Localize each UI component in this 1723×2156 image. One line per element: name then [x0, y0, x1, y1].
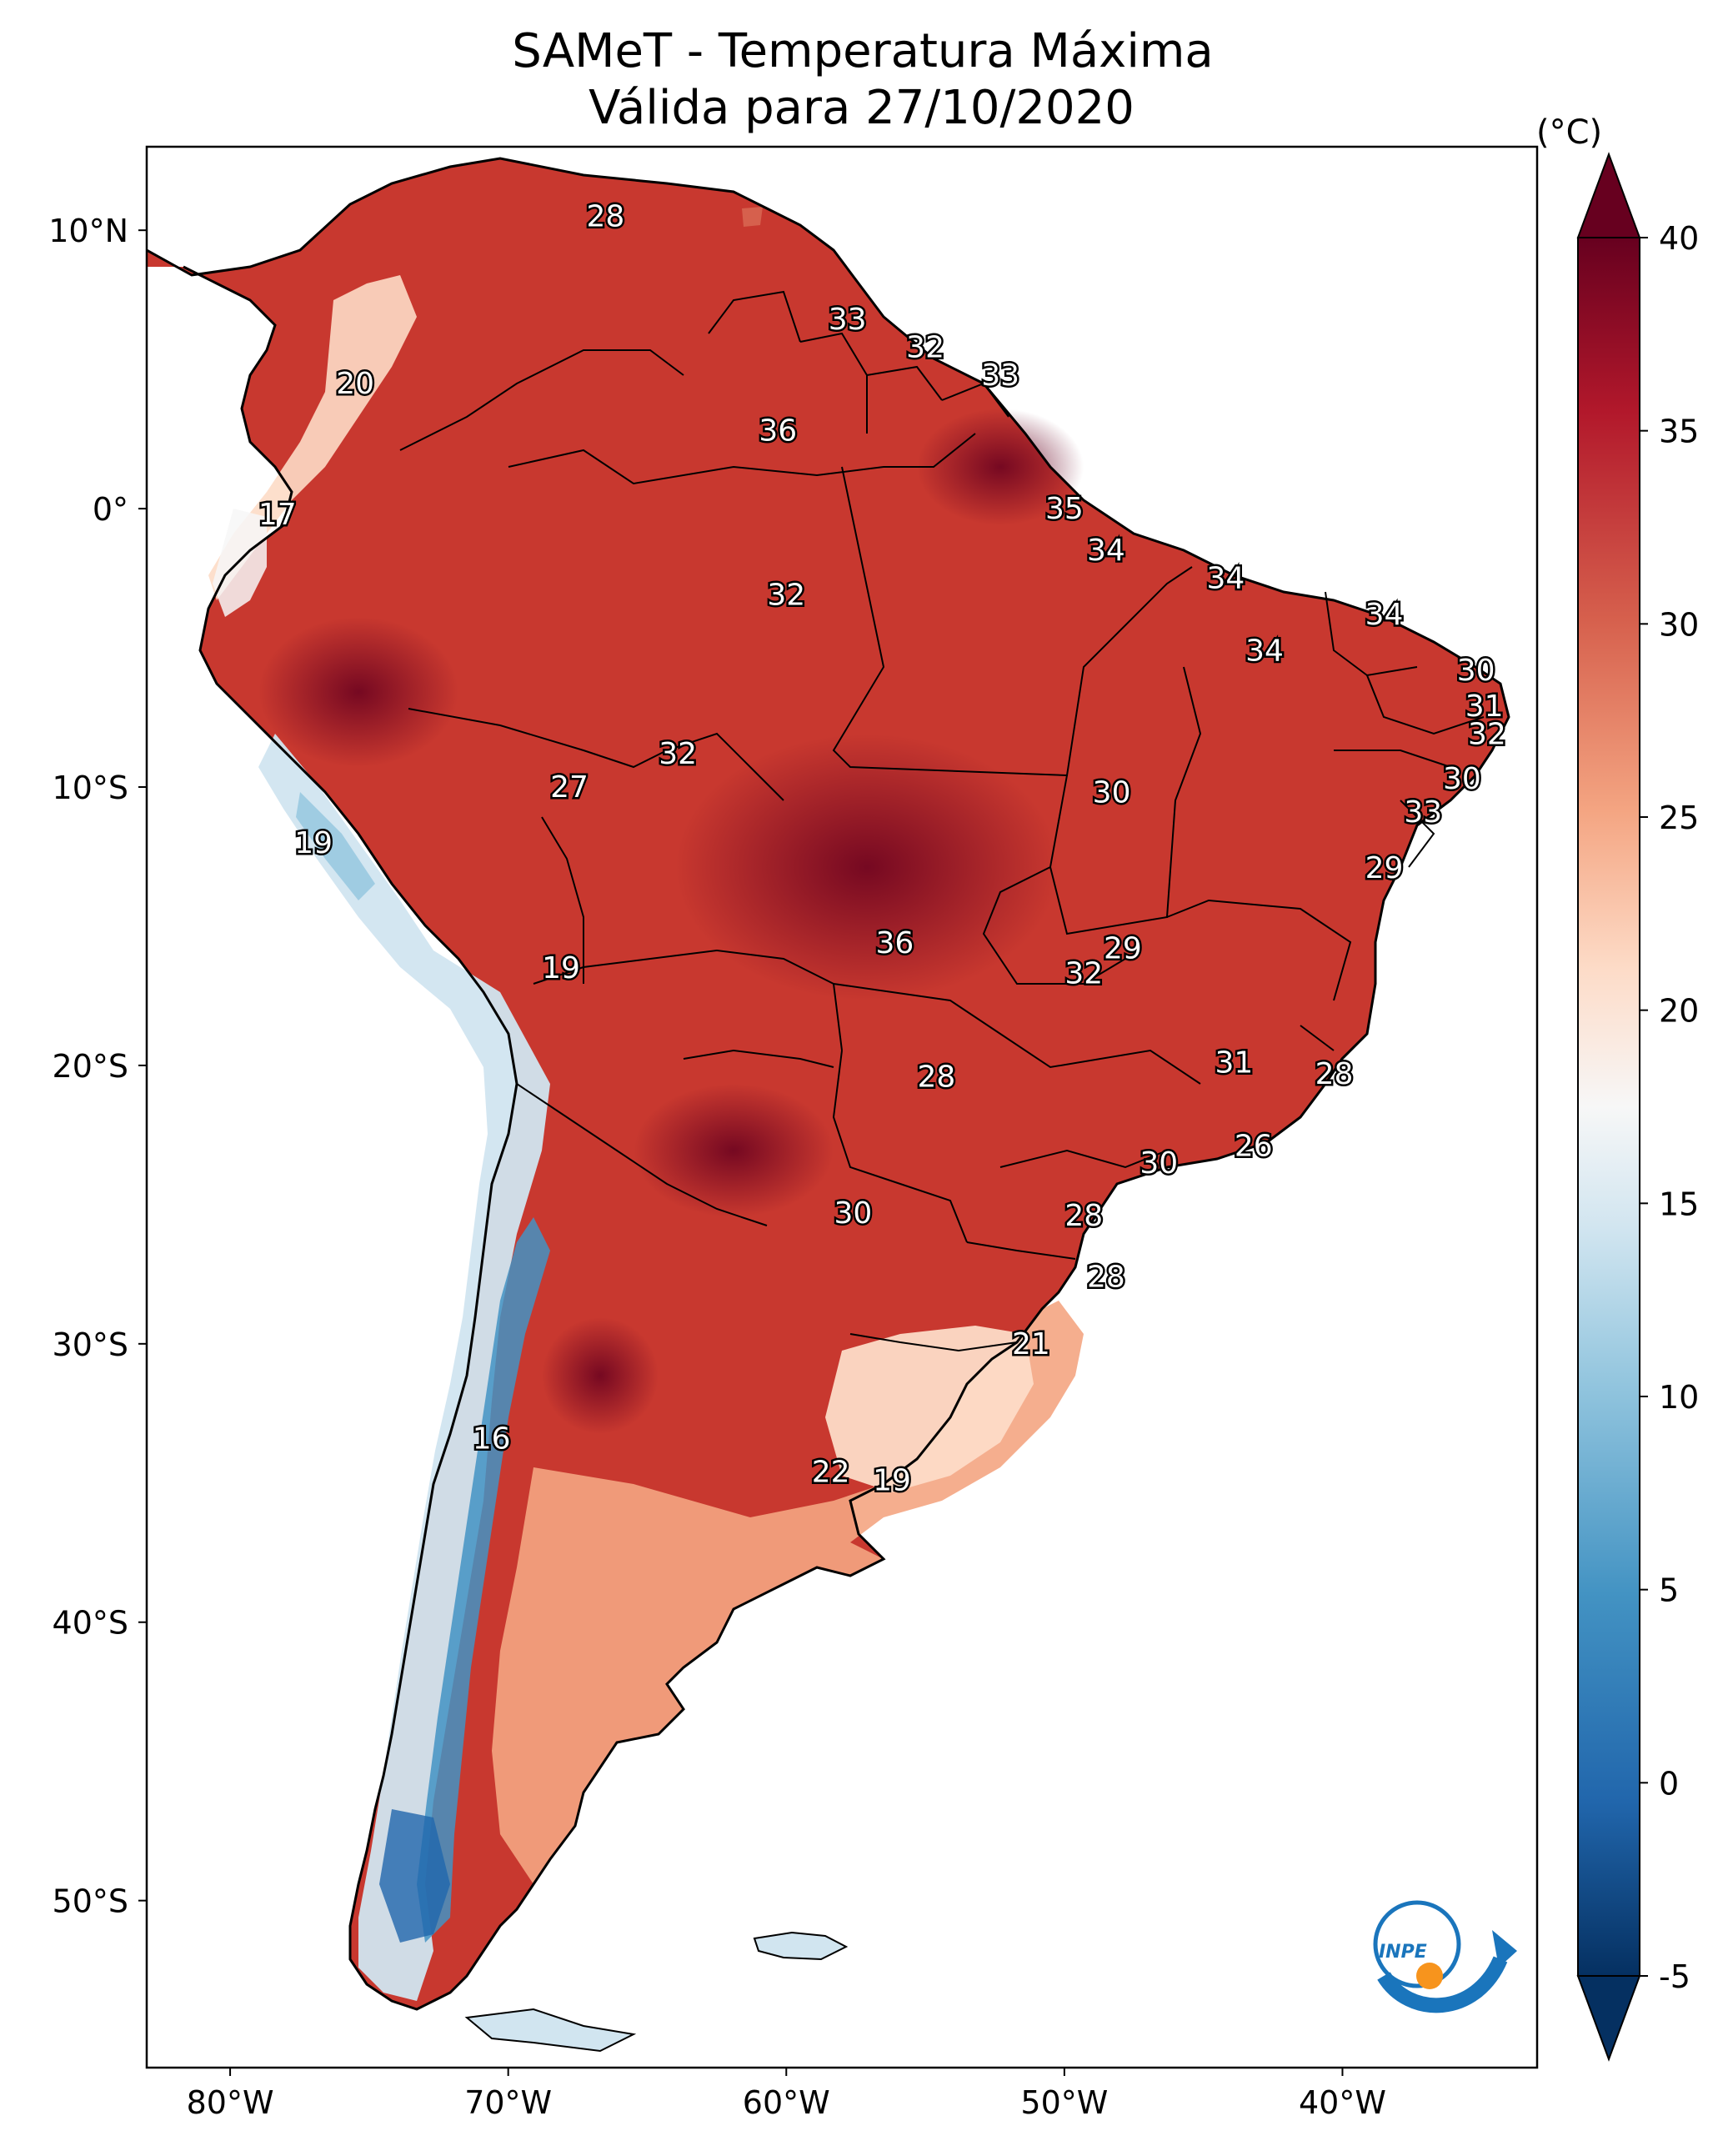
country-borders — [399, 290, 1485, 1352]
station-value: 30 — [834, 1196, 872, 1231]
lon-tick-label: 80°W — [187, 2084, 274, 2121]
colorbar-unit-label: (°C) — [1536, 113, 1602, 152]
station-value: 29 — [1104, 932, 1142, 966]
station-value: 20 — [336, 367, 374, 401]
station-value: 19 — [294, 826, 333, 860]
colorbar-tick-label: 40 — [1659, 220, 1699, 257]
station-value: 28 — [587, 199, 625, 233]
colorbar-tick-label: 35 — [1659, 414, 1699, 450]
station-value: 19 — [542, 951, 580, 985]
station-value: 17 — [258, 498, 297, 532]
ecuador-cool — [213, 509, 267, 617]
station-value: 34 — [1365, 598, 1404, 632]
inpe-logo-arrow — [1492, 1930, 1517, 1968]
hotspot-peru-amazon — [258, 617, 458, 767]
colorbar-tick-label: 0 — [1659, 1765, 1679, 1802]
lon-tick-label: 60°W — [743, 2084, 830, 2121]
lat-tick-label: 10°S — [53, 770, 128, 806]
uruguay-mild-region — [825, 1326, 1034, 1492]
station-value: 28 — [918, 1060, 956, 1094]
station-labels: 2820173332333635323434343430313230333227… — [256, 198, 1508, 1500]
colorbar-tick-label: 5 — [1659, 1572, 1679, 1609]
lon-tick-label: 70°W — [464, 2084, 552, 2121]
station-value: 21 — [1012, 1327, 1050, 1361]
colorbar-ticks: 40 35 30 25 20 15 10 5 0 -5 — [1640, 220, 1699, 1995]
inpe-logo: INPE — [1373, 1900, 1517, 2013]
station-value: 31 — [1215, 1046, 1253, 1081]
hotspot-mato-grosso — [675, 734, 1059, 1000]
tierra-del-fuego — [464, 2008, 637, 2053]
station-value: 27 — [550, 770, 589, 805]
lat-tick-label: 50°S — [53, 1883, 128, 1920]
station-value: 26 — [1235, 1130, 1273, 1164]
falkland-islands — [753, 1931, 849, 1961]
station-value: 32 — [767, 579, 805, 613]
inpe-logo-swoosh — [1377, 1956, 1508, 2013]
map-title: SAMeT - Temperatura Máxima — [512, 24, 1214, 78]
lat-tick-label: 0° — [93, 491, 128, 528]
station-value: 22 — [812, 1455, 850, 1489]
andes-cold-core — [417, 1217, 550, 1943]
station-value: 32 — [906, 330, 944, 364]
latitude-axis: 10°N 0° 10°S 20°S 30°S 40°S 50°S — [48, 213, 147, 1920]
station-value: 28 — [1087, 1261, 1125, 1295]
inpe-logo-dot — [1416, 1963, 1443, 1989]
station-value: 36 — [875, 926, 914, 960]
station-value: 29 — [1365, 851, 1404, 885]
lon-tick-label: 50°W — [1020, 2084, 1108, 2121]
station-value: 34 — [1087, 534, 1125, 568]
lat-tick-label: 10°N — [48, 213, 128, 249]
lat-tick-label: 30°S — [53, 1326, 128, 1363]
station-value: 32 — [1468, 718, 1506, 752]
station-value: 32 — [1064, 957, 1103, 991]
station-value: 33 — [981, 358, 1019, 393]
station-value: 19 — [873, 1463, 911, 1497]
station-value: 28 — [1315, 1057, 1354, 1091]
station-value: 30 — [1093, 776, 1131, 810]
station-value: 16 — [473, 1421, 511, 1456]
trinidad-island — [742, 207, 763, 227]
colorbar: (°C) 40 35 30 25 20 15 10 5 0 -5 — [1536, 113, 1699, 2062]
station-value: 33 — [829, 303, 867, 337]
station-value: 28 — [1064, 1199, 1103, 1233]
colorbar-tick-label: 10 — [1659, 1379, 1699, 1416]
peru-andes-cool — [296, 792, 375, 900]
map-border — [145, 145, 1539, 2069]
station-value: 30 — [1457, 654, 1495, 688]
hotspot-para — [917, 409, 1084, 525]
hotspot-cordoba — [542, 1317, 659, 1434]
colorbar-tick-label: 15 — [1659, 1186, 1699, 1222]
inpe-logo-text: INPE — [1379, 1942, 1427, 1963]
colorbar-min-extension — [1576, 1975, 1641, 2062]
inpe-logo-ring — [1373, 1900, 1461, 1988]
station-value: 32 — [659, 737, 697, 771]
andes-cool-belt — [258, 734, 550, 2001]
coastline — [147, 157, 1510, 2011]
colorbar-gradient — [1577, 237, 1640, 1977]
map-subtitle: Válida para 27/10/2020 — [589, 81, 1134, 135]
longitude-axis: 80°W 70°W 60°W 50°W 40°W — [187, 2068, 1386, 2121]
colorbar-tick-label: 25 — [1659, 800, 1699, 836]
lon-tick-label: 40°W — [1299, 2084, 1386, 2121]
station-value: 34 — [1245, 634, 1284, 668]
patagonia-cold-ice — [379, 1809, 450, 1943]
station-value: 30 — [1443, 762, 1481, 796]
colorbar-max-extension — [1576, 152, 1641, 238]
station-value: 36 — [759, 414, 797, 449]
colorbar-tick-label: 30 — [1659, 606, 1699, 643]
station-value: 30 — [1139, 1146, 1178, 1181]
colorbar-tick-label: 20 — [1659, 993, 1699, 1030]
station-value: 31 — [1465, 689, 1504, 724]
station-value: 35 — [1045, 492, 1084, 526]
station-value: 33 — [1404, 795, 1442, 830]
lat-tick-label: 20°S — [53, 1048, 128, 1085]
hotspot-chaco — [634, 1084, 834, 1217]
lat-tick-label: 40°S — [53, 1605, 128, 1642]
colorbar-tick-label: -5 — [1659, 1958, 1690, 1995]
station-value: 34 — [1206, 562, 1245, 596]
